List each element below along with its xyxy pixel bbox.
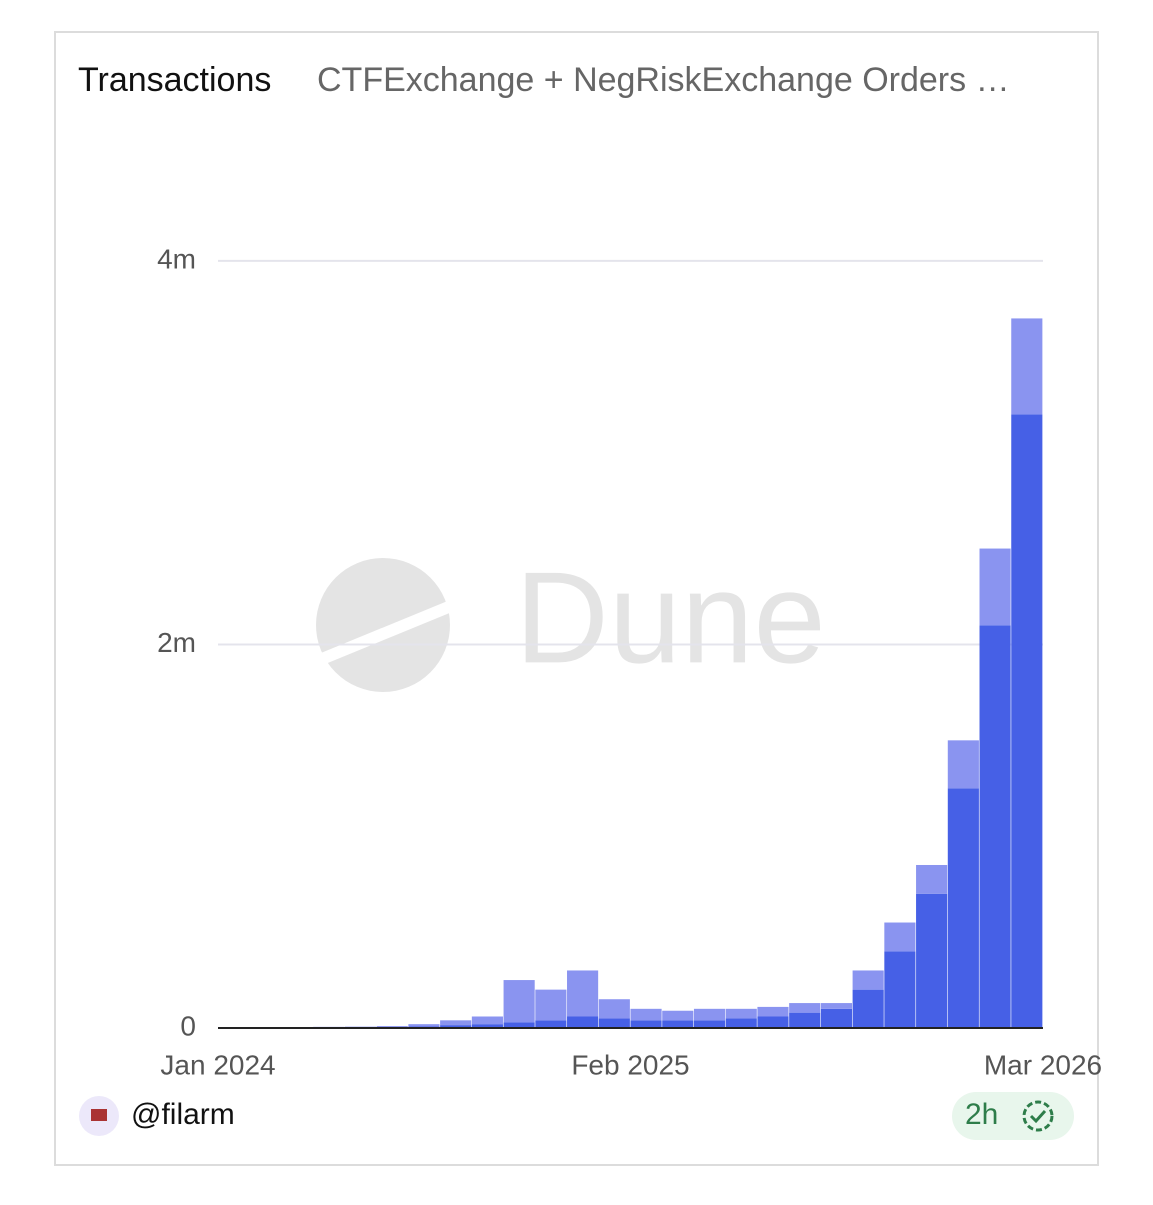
- bar-segment: [440, 1020, 471, 1025]
- chart-subtitle: CTFExchange + NegRiskExchange Orders …: [317, 61, 1010, 99]
- bar-segment: [980, 549, 1011, 626]
- y-tick-label: 2m: [157, 627, 196, 658]
- bar-segment: [789, 1003, 820, 1013]
- bar-segment: [535, 1020, 566, 1028]
- bar-segment: [630, 1020, 661, 1028]
- bar-segment: [884, 951, 915, 1028]
- bar-segment: [884, 923, 915, 952]
- bar-segment: [916, 865, 947, 894]
- bar-segment: [853, 970, 884, 989]
- watermark: Dune: [515, 544, 826, 690]
- y-tick-label: 0: [180, 1010, 196, 1041]
- bar-segment: [757, 1007, 788, 1017]
- bar-segment: [662, 1020, 693, 1028]
- bar-segment: [821, 1003, 852, 1009]
- bar-segment: [726, 1018, 757, 1028]
- bar-segment: [599, 999, 630, 1018]
- avatar-icon: [91, 1109, 107, 1121]
- bar-segment: [504, 980, 535, 1022]
- chart-title: Transactions: [78, 61, 271, 99]
- bar-segment: [980, 625, 1011, 1028]
- bar-segment: [662, 1011, 693, 1021]
- bar-segment: [948, 740, 979, 788]
- y-tick-label: 4m: [157, 243, 196, 274]
- bar-segment: [472, 1016, 503, 1024]
- bar-segment: [1011, 414, 1042, 1028]
- bar-segment: [535, 990, 566, 1021]
- x-tick-label: Jan 2024: [160, 1049, 275, 1080]
- bar-segment: [789, 1013, 820, 1028]
- bar-segment: [630, 1009, 661, 1021]
- bar-segment: [694, 1020, 725, 1028]
- bar-segment: [757, 1016, 788, 1028]
- bar-segment: [726, 1009, 757, 1019]
- bar-segment: [377, 1026, 408, 1027]
- bar-segment: [694, 1009, 725, 1021]
- bar-segment: [1011, 318, 1042, 414]
- bar-segment: [567, 970, 598, 1016]
- x-tick-label: Feb 2025: [571, 1049, 689, 1080]
- bar-segment: [948, 788, 979, 1028]
- bar-segment: [853, 990, 884, 1028]
- bar-segment: [821, 1009, 852, 1028]
- freshness: 2h: [965, 1098, 998, 1131]
- x-tick-label: Mar 2026: [984, 1049, 1102, 1080]
- author[interactable]: @filarm: [131, 1098, 235, 1131]
- bar-segment: [408, 1024, 439, 1026]
- bar-segment: [599, 1018, 630, 1028]
- bar-segment: [567, 1016, 598, 1028]
- bar-segment: [916, 894, 947, 1028]
